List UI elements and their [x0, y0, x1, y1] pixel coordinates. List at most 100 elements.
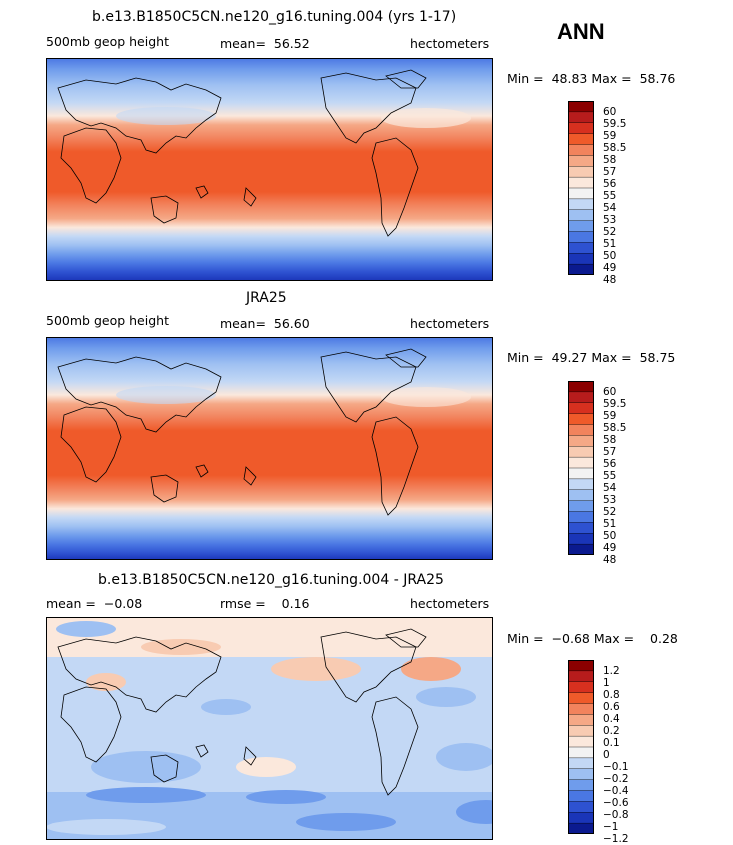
colorbar-swatch — [568, 725, 594, 737]
colorbar-swatch — [568, 768, 594, 781]
panel2-colorbar — [568, 381, 594, 555]
cbar-label: 54 — [603, 482, 617, 494]
cbar-label: 0.2 — [603, 725, 620, 737]
cbar-label: 49 — [603, 542, 617, 554]
cbar-label: 1 — [603, 677, 610, 689]
cbar-label: −0.8 — [603, 809, 629, 821]
cbar-label: 0.4 — [603, 713, 620, 725]
colorbar-swatch — [568, 435, 594, 447]
cbar-label: 58.5 — [603, 142, 627, 154]
cbar-label: 1.2 — [603, 665, 620, 677]
colorbar-swatch — [568, 714, 594, 726]
colorbar-swatch — [568, 812, 594, 824]
colorbar-swatch — [568, 670, 594, 683]
colorbar-swatch — [568, 790, 594, 803]
panel3-colorbar — [568, 660, 594, 834]
cbar-label: 56 — [603, 458, 617, 470]
panel3-units-label: hectometers — [410, 596, 490, 611]
colorbar-swatch — [568, 522, 594, 534]
colorbar-swatch — [568, 456, 594, 469]
panel3-minmax: Min = −0.68 Max = 0.28 — [507, 631, 678, 646]
cbar-label: 60 — [603, 106, 617, 118]
colorbar-swatch — [568, 801, 594, 813]
panel1-colorbar-swatches — [568, 101, 594, 275]
panel2-field — [46, 337, 493, 560]
cbar-label: −0.2 — [603, 773, 629, 785]
panel3-coastlines — [57, 628, 427, 796]
colorbar-swatch — [568, 220, 594, 233]
cbar-label: 53 — [603, 494, 617, 506]
cbar-label: 56 — [603, 178, 617, 190]
panel3-colorbar-swatches — [568, 660, 594, 834]
panel2-mean-label: mean= 56.60 — [220, 316, 310, 331]
colorbar-swatch — [568, 242, 594, 254]
colorbar-swatch — [568, 746, 594, 759]
cbar-label: 50 — [603, 250, 617, 262]
colorbar-swatch — [568, 263, 594, 275]
colorbar-swatch — [568, 155, 594, 167]
colorbar-swatch — [568, 500, 594, 513]
cbar-label: 51 — [603, 518, 617, 530]
colorbar-swatch — [568, 101, 594, 113]
panel1-coastlines — [57, 69, 427, 237]
panel1-field — [46, 58, 493, 281]
colorbar-swatch — [568, 413, 594, 426]
colorbar-swatch — [568, 735, 594, 748]
colorbar-swatch — [568, 111, 594, 124]
cbar-label: −1.2 — [603, 833, 629, 845]
colorbar-swatch — [568, 478, 594, 491]
colorbar-swatch — [568, 391, 594, 404]
colorbar-swatch — [568, 757, 594, 770]
colorbar-swatch — [568, 187, 594, 200]
colorbar-swatch — [568, 511, 594, 524]
cbar-label: 55 — [603, 190, 617, 202]
colorbar-swatch — [568, 381, 594, 393]
cbar-label: −0.1 — [603, 761, 629, 773]
panel3-map — [46, 617, 493, 840]
colorbar-swatch — [568, 779, 594, 792]
colorbar-swatch — [568, 489, 594, 502]
cbar-label: 55 — [603, 470, 617, 482]
colorbar-swatch — [568, 533, 594, 545]
panel1-colorbar — [568, 101, 594, 275]
colorbar-swatch — [568, 543, 594, 555]
cbar-label: 58.5 — [603, 422, 627, 434]
colorbar-swatch — [568, 253, 594, 265]
panel1-minmax: Min = 48.83 Max = 58.76 — [507, 71, 676, 86]
cbar-label: 48 — [603, 554, 617, 566]
cbar-label: 57 — [603, 166, 617, 178]
cbar-label: 0 — [603, 749, 610, 761]
panel3-title: b.e13.B1850C5CN.ne120_g16.tuning.004 - J… — [98, 572, 444, 588]
cbar-label: 60 — [603, 386, 617, 398]
colorbar-swatch — [568, 133, 594, 146]
panel1-units-label: hectometers — [410, 36, 490, 51]
panel1-colorbar-labels: 60 59.5 59 58.5 58 57 56 55 54 53 52 51 … — [603, 106, 626, 286]
cbar-label: −0.4 — [603, 785, 629, 797]
colorbar-swatch — [568, 122, 594, 135]
cbar-label: −0.6 — [603, 797, 629, 809]
cbar-label: 0.8 — [603, 689, 620, 701]
panel3-colorbar-labels: 1.2 1 0.8 0.6 0.4 0.2 0.1 0 −0.1 −0.2 −0… — [603, 665, 629, 845]
colorbar-swatch — [568, 692, 594, 705]
colorbar-swatch — [568, 424, 594, 437]
colorbar-swatch — [568, 231, 594, 244]
cbar-label: 48 — [603, 274, 617, 286]
panel2-coastlines — [57, 348, 427, 516]
panel2-map — [46, 337, 493, 560]
colorbar-swatch — [568, 467, 594, 480]
cbar-label: 52 — [603, 506, 617, 518]
colorbar-swatch — [568, 209, 594, 222]
cbar-label: 59.5 — [603, 118, 627, 130]
cbar-label: 59 — [603, 410, 617, 422]
colorbar-swatch — [568, 681, 594, 694]
colorbar-swatch — [568, 446, 594, 458]
colorbar-swatch — [568, 703, 594, 716]
panel2-colorbar-swatches — [568, 381, 594, 555]
cbar-label: 0.6 — [603, 701, 620, 713]
panel1-title: b.e13.B1850C5CN.ne120_g16.tuning.004 (yr… — [92, 9, 457, 25]
cbar-label: 59 — [603, 130, 617, 142]
panel1-variable-label: 500mb geop height — [46, 34, 169, 49]
panel2-colorbar-labels: 60 59.5 59 58.5 58 57 56 55 54 53 52 51 … — [603, 386, 626, 566]
cbar-label: 54 — [603, 202, 617, 214]
cbar-label: 58 — [603, 154, 617, 166]
